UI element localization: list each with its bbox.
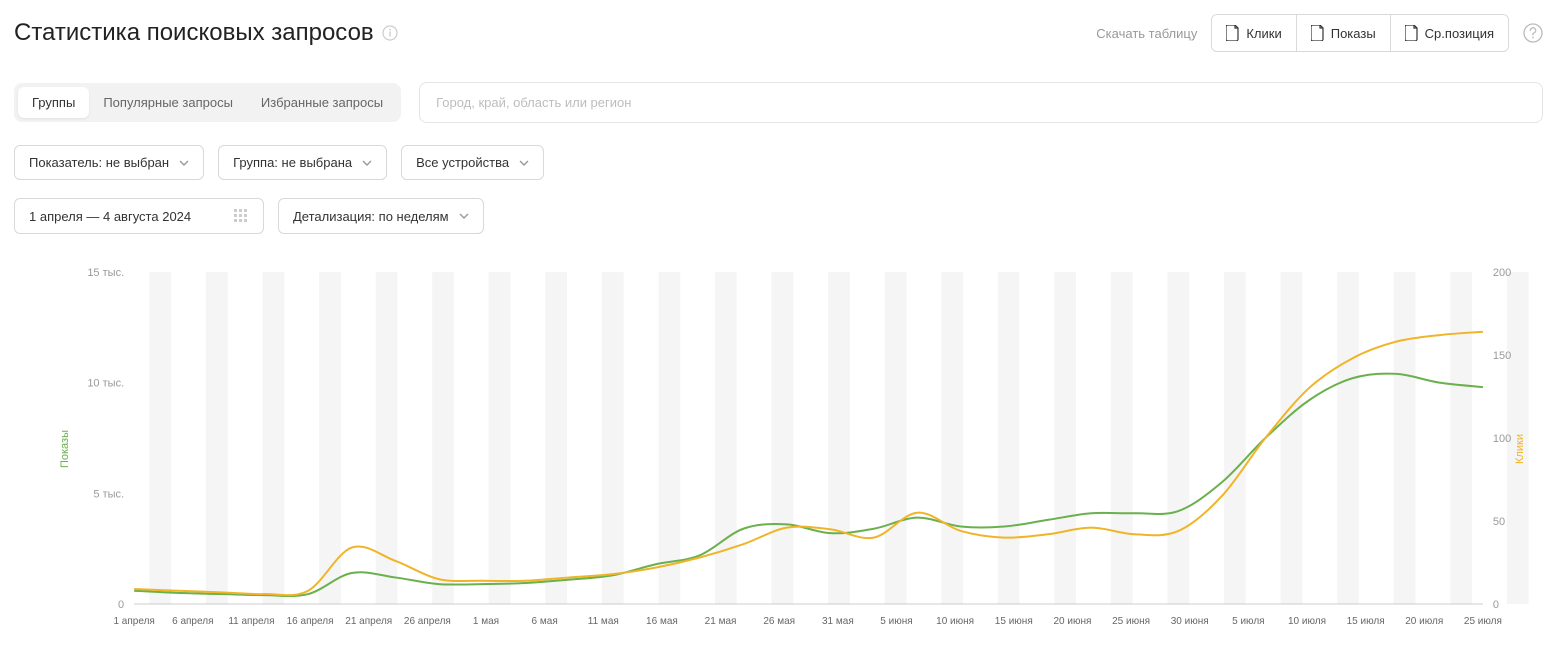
info-icon[interactable]: [382, 25, 398, 41]
svg-text:200: 200: [1493, 267, 1511, 279]
svg-text:50: 50: [1493, 516, 1505, 528]
export-avg-position-button[interactable]: Ср.позиция: [1391, 15, 1508, 51]
chevron-down-icon: [179, 160, 189, 166]
svg-text:6 апреля: 6 апреля: [172, 616, 213, 627]
svg-text:10 июня: 10 июня: [936, 616, 974, 627]
svg-text:1 мая: 1 мая: [473, 616, 499, 627]
svg-text:26 мая: 26 мая: [763, 616, 795, 627]
tabs-group: Группы Популярные запросы Избранные запр…: [14, 83, 401, 122]
svg-text:11 мая: 11 мая: [588, 616, 619, 627]
export-button-group: Клики Показы Ср.позиция: [1211, 14, 1509, 52]
svg-text:100: 100: [1493, 433, 1511, 445]
group-select-label: Группа: не выбрана: [233, 155, 352, 170]
svg-text:5 июня: 5 июня: [880, 616, 912, 627]
devices-select[interactable]: Все устройства: [401, 145, 544, 180]
svg-text:21 апреля: 21 апреля: [345, 616, 392, 627]
metric-select-label: Показатель: не выбран: [29, 155, 169, 170]
detail-select[interactable]: Детализация: по неделям: [278, 198, 484, 234]
date-range-label: 1 апреля — 4 августа 2024: [29, 209, 191, 224]
svg-text:0: 0: [118, 599, 124, 611]
svg-text:0: 0: [1493, 599, 1499, 611]
y-axis-right-label: Клики: [1514, 434, 1526, 464]
calendar-icon: [233, 208, 249, 224]
detail-select-label: Детализация: по неделям: [293, 209, 449, 224]
svg-text:30 июня: 30 июня: [1171, 616, 1209, 627]
export-impressions-button[interactable]: Показы: [1297, 15, 1391, 51]
svg-text:25 июля: 25 июля: [1464, 616, 1502, 627]
svg-text:15 июля: 15 июля: [1347, 616, 1385, 627]
svg-text:15 июня: 15 июня: [995, 616, 1033, 627]
svg-text:10 июля: 10 июля: [1288, 616, 1326, 627]
tab-groups[interactable]: Группы: [18, 87, 89, 118]
svg-text:11 апреля: 11 апреля: [228, 616, 274, 627]
svg-text:15 тыс.: 15 тыс.: [87, 267, 124, 279]
svg-text:26 апреля: 26 апреля: [404, 616, 451, 627]
chevron-down-icon: [362, 160, 372, 166]
svg-text:20 июня: 20 июня: [1053, 616, 1091, 627]
svg-text:16 апреля: 16 апреля: [287, 616, 334, 627]
page-title: Статистика поисковых запросов: [14, 19, 374, 47]
date-range-picker[interactable]: 1 апреля — 4 августа 2024: [14, 198, 264, 234]
chart-container: Показы Клики 0 5 тыс. 10 тыс. 15 тыс. 0 50 100…: [14, 264, 1543, 634]
svg-text:16 мая: 16 мая: [646, 616, 678, 627]
help-icon[interactable]: [1523, 23, 1543, 43]
download-table-link[interactable]: Скачать таблицу: [1096, 26, 1197, 41]
svg-text:31 мая: 31 мая: [822, 616, 854, 627]
metric-select[interactable]: Показатель: не выбран: [14, 145, 204, 180]
file-icon: [1311, 25, 1325, 41]
svg-text:20 июля: 20 июля: [1405, 616, 1443, 627]
tab-favorites[interactable]: Избранные запросы: [247, 87, 397, 118]
y-axis-left-label: Показы: [59, 430, 71, 468]
chevron-down-icon: [459, 213, 469, 219]
file-icon: [1405, 25, 1419, 41]
tab-popular[interactable]: Популярные запросы: [89, 87, 247, 118]
group-select[interactable]: Группа: не выбрана: [218, 145, 387, 180]
line-chart[interactable]: 0 5 тыс. 10 тыс. 15 тыс. 0 50 100 150 200 1 апрел…: [14, 264, 1543, 634]
svg-text:6 мая: 6 мая: [532, 616, 558, 627]
svg-text:10 тыс.: 10 тыс.: [87, 378, 124, 390]
region-search-input[interactable]: [419, 82, 1543, 123]
svg-text:21 мая: 21 мая: [705, 616, 737, 627]
export-clicks-button[interactable]: Клики: [1212, 15, 1296, 51]
svg-text:5 тыс.: 5 тыс.: [93, 488, 124, 500]
svg-text:5 июля: 5 июля: [1232, 616, 1264, 627]
chevron-down-icon: [519, 160, 529, 166]
svg-text:1 апреля: 1 апреля: [113, 616, 154, 627]
export-avg-position-label: Ср.позиция: [1425, 26, 1494, 41]
svg-text:150: 150: [1493, 350, 1511, 362]
file-icon: [1226, 25, 1240, 41]
export-impressions-label: Показы: [1331, 26, 1376, 41]
export-clicks-label: Клики: [1246, 26, 1281, 41]
svg-text:25 июня: 25 июня: [1112, 616, 1150, 627]
devices-select-label: Все устройства: [416, 155, 509, 170]
